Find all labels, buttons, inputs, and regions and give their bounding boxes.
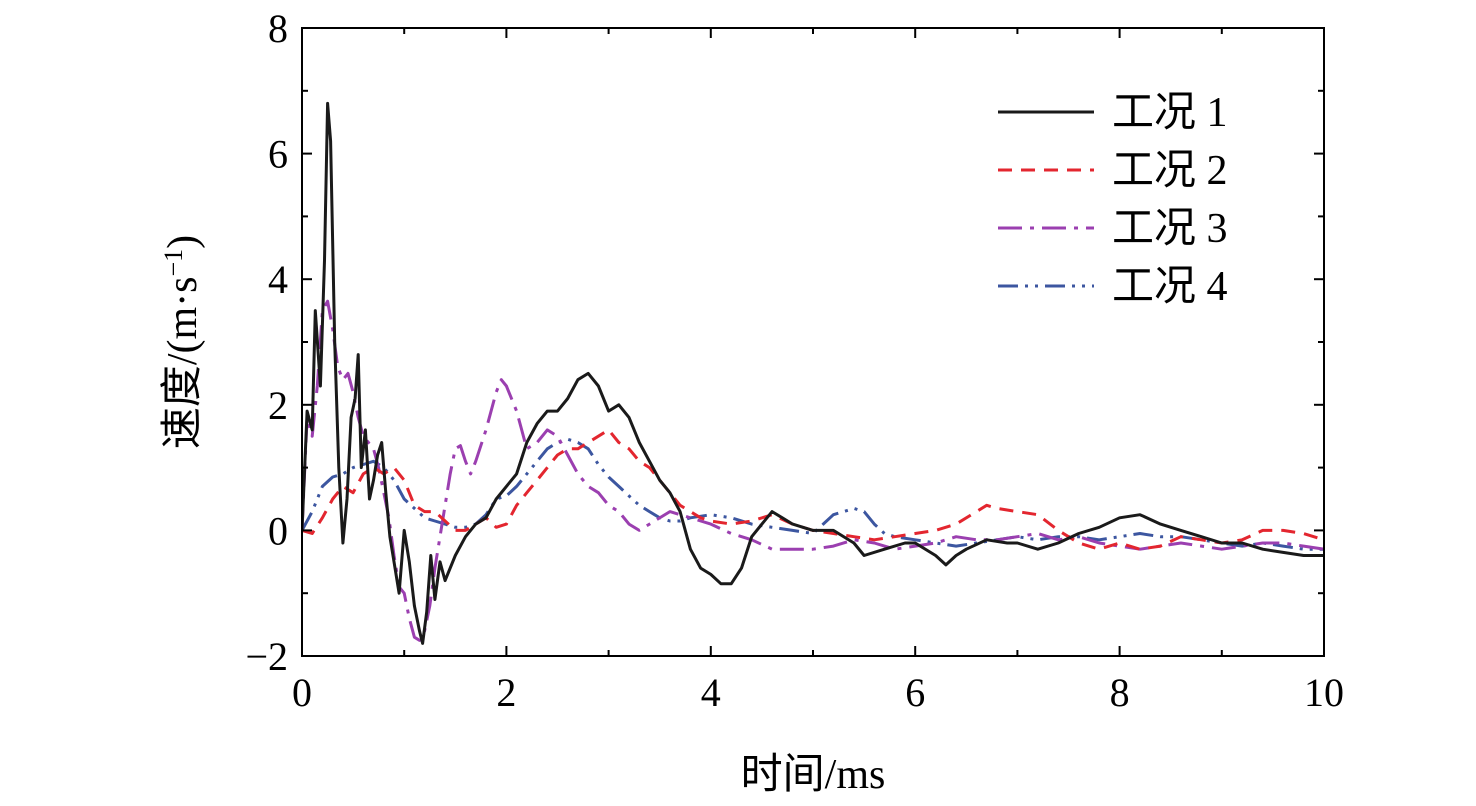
legend-label-2: 工况 2 xyxy=(1112,148,1228,194)
legend-label-1: 工况 1 xyxy=(1112,90,1228,136)
y-tick-label: 4 xyxy=(268,257,288,302)
y-axis-title-close: ) xyxy=(160,235,206,249)
x-tick-label: 0 xyxy=(292,670,312,715)
legend-label-3: 工况 3 xyxy=(1112,206,1228,252)
y-axis-title-main: 速度/(m·s xyxy=(160,277,206,450)
series-layer xyxy=(302,101,1324,645)
y-tick-label: 6 xyxy=(268,132,288,177)
series-line-1 xyxy=(302,101,1324,645)
x-tick-label: 8 xyxy=(1110,670,1130,715)
y-axis-title: 速度/(m·s−1) xyxy=(159,235,207,449)
legend: 工况 1 工况 2 工况 3 工况 4 xyxy=(998,90,1228,310)
x-axis-title: 时间/ms xyxy=(741,752,886,798)
y-tick-label: 8 xyxy=(268,6,288,51)
y-tick-label: −2 xyxy=(245,634,288,679)
legend-label-4: 工况 4 xyxy=(1112,264,1228,310)
y-tick-label: 0 xyxy=(268,508,288,553)
y-axis-title-sup: −1 xyxy=(159,249,188,277)
series-line-3 xyxy=(302,299,1324,642)
x-tick-label: 4 xyxy=(701,670,721,715)
y-tick-label: 2 xyxy=(268,383,288,428)
x-tick-label: 10 xyxy=(1304,670,1344,715)
x-tick-label: 6 xyxy=(905,670,925,715)
x-tick-label: 2 xyxy=(496,670,516,715)
